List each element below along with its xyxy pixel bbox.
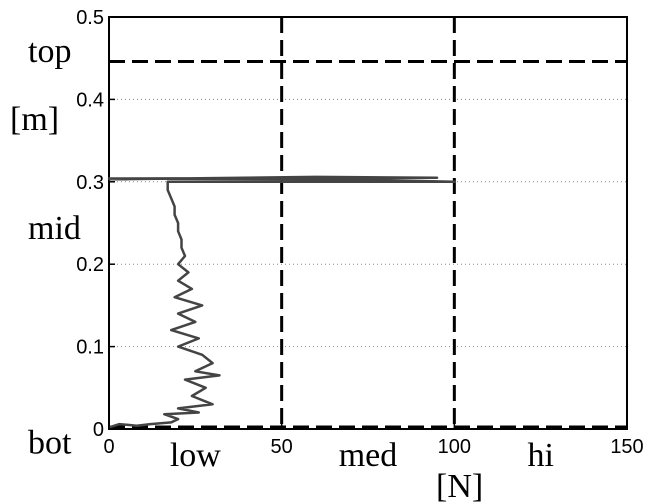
zone-labels: low med hi top mid bot xyxy=(28,33,554,474)
y-tick-label-5: 0.5 xyxy=(76,7,104,29)
series-group xyxy=(107,175,456,429)
x-tick-label-0: 0 xyxy=(103,436,114,458)
x-zone-label-2: hi xyxy=(527,437,553,474)
y-axis-ticks: 0 0.1 0.2 0.3 0.4 0.5 xyxy=(76,7,115,441)
y-zone-label-2: bot xyxy=(28,424,72,461)
series-line-0 xyxy=(107,175,456,429)
y-zone-label-0: top xyxy=(28,33,71,70)
x-zone-label-1: med xyxy=(339,437,398,474)
x-zone-label-0: low xyxy=(170,437,221,474)
x-tick-label-2: 100 xyxy=(438,436,471,458)
x-tick-label-3: 150 xyxy=(610,436,643,458)
x-axis-label: [N] xyxy=(436,468,483,502)
plot-area xyxy=(108,16,628,430)
y-tick-label-3: 0.3 xyxy=(76,172,104,194)
y-tick-label-0: 0 xyxy=(93,419,104,441)
x-axis-ticks: 0 50 100 150 xyxy=(103,423,644,458)
y-axis-label: [m] xyxy=(10,101,59,138)
y-tick-label-4: 0.4 xyxy=(76,89,104,111)
x-tick-label-1: 50 xyxy=(271,436,293,458)
y-tick-label-2: 0.2 xyxy=(76,254,104,276)
y-zone-label-1: mid xyxy=(28,210,81,247)
zone-divider-lines xyxy=(109,17,627,429)
y-tick-label-1: 0.1 xyxy=(76,337,104,359)
